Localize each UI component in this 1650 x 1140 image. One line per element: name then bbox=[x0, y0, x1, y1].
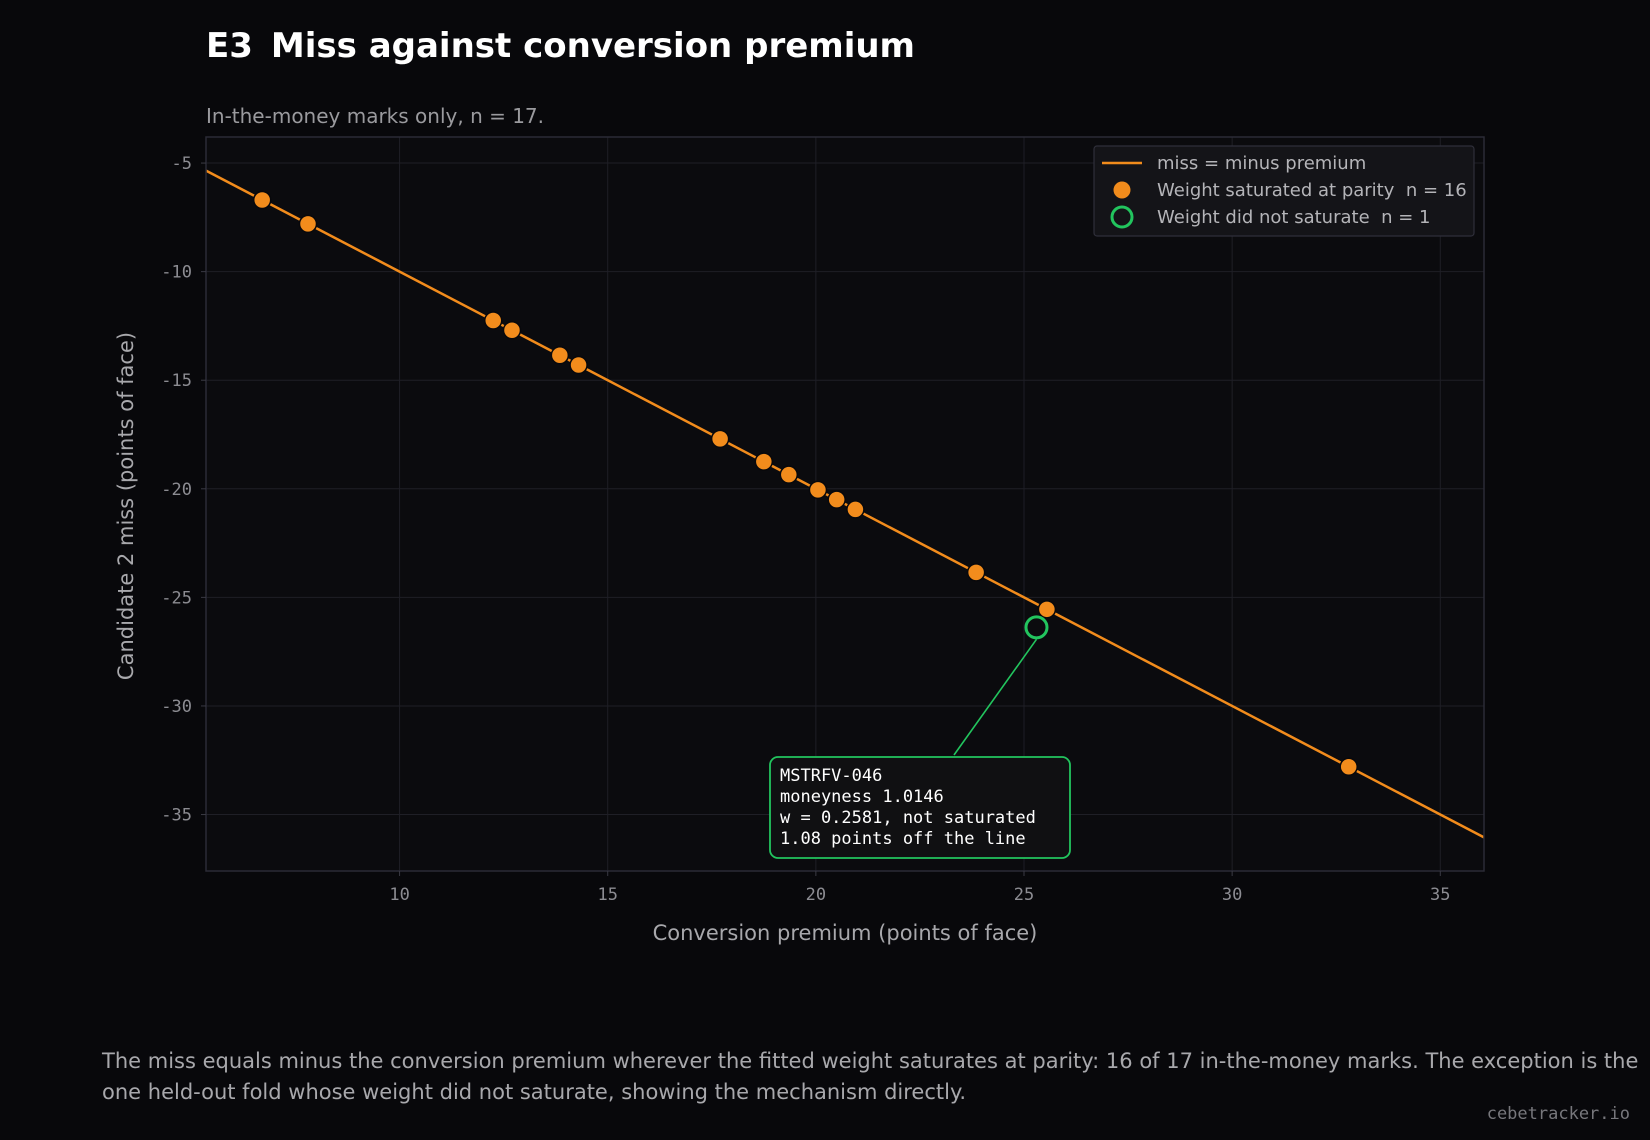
saturated-point bbox=[569, 355, 588, 375]
legend-filled-marker bbox=[1113, 181, 1131, 199]
legend-box bbox=[1093, 145, 1475, 237]
x-axis-label: Conversion premium (points of face) bbox=[653, 921, 1038, 945]
reference-line bbox=[205, 169, 1485, 839]
brand-watermark: cebetracker.io bbox=[1486, 1104, 1630, 1124]
saturated-point bbox=[846, 500, 865, 519]
y-axis-label: Candidate 2 miss (points of face) bbox=[114, 332, 138, 680]
x-tick-label: 15 bbox=[597, 885, 617, 905]
chart-subtitle: In-the-money marks only, n = 17. bbox=[206, 104, 545, 128]
x-tick-label: 35 bbox=[1430, 885, 1450, 905]
saturated-point bbox=[502, 321, 522, 340]
annotation-box bbox=[769, 756, 1071, 859]
y-tick-label: -25 bbox=[161, 588, 192, 608]
figure-title: Miss against conversion premium bbox=[270, 26, 915, 66]
saturated-point bbox=[779, 465, 799, 484]
not-saturated-point bbox=[1024, 615, 1049, 640]
figure-tag: E3 bbox=[206, 26, 253, 66]
x-tick-label: 25 bbox=[1014, 885, 1034, 905]
y-tick-label: -5 bbox=[172, 154, 192, 174]
legend: miss = minus premium Weight saturated at … bbox=[1093, 145, 1475, 237]
x-tick-label: 20 bbox=[806, 885, 826, 905]
chart-title: E3 Miss against conversion premium bbox=[206, 26, 915, 66]
saturated-point bbox=[550, 345, 570, 365]
tick-labels: 10 15 20 25 30 35 -5 -10 -15 -20 -25 -30 -35 bbox=[161, 154, 1450, 905]
data-points-layer bbox=[252, 190, 1358, 777]
saturated-point bbox=[808, 480, 828, 500]
legend-label: miss = minus premium bbox=[1157, 153, 1366, 174]
legend-label: Weight saturated at parity n = 16 bbox=[1157, 180, 1467, 201]
x-tick-label: 30 bbox=[1222, 885, 1242, 905]
x-tick-label: 10 bbox=[389, 885, 409, 905]
legend-label: Weight did not saturate n = 1 bbox=[1157, 207, 1430, 228]
y-tick-label: -20 bbox=[161, 480, 192, 500]
saturated-point bbox=[1339, 757, 1358, 777]
saturated-point bbox=[966, 563, 986, 582]
plot-frame bbox=[205, 136, 1485, 872]
y-tick-label: -30 bbox=[161, 697, 192, 717]
saturated-point bbox=[827, 490, 846, 509]
saturated-point bbox=[252, 190, 272, 210]
y-tick-label: -15 bbox=[161, 371, 192, 391]
saturated-point bbox=[710, 429, 730, 449]
legend-hollow-marker bbox=[1110, 205, 1134, 229]
saturated-point bbox=[298, 214, 318, 234]
scatter-chart: 10 15 20 25 30 35 -5 -10 -15 -20 -25 -30 -35 Convers… bbox=[114, 136, 1485, 945]
reference-line-layer bbox=[205, 169, 1485, 839]
saturated-point bbox=[483, 311, 503, 330]
y-tick-label: -10 bbox=[161, 263, 192, 283]
annotation-text-line: 1.08 points off the line bbox=[780, 829, 1026, 849]
y-tick-label: -35 bbox=[161, 806, 192, 826]
annotation-text-line: MSTRFV-046 bbox=[780, 766, 882, 786]
annotation-leader-line bbox=[953, 638, 1038, 756]
saturated-point bbox=[754, 452, 774, 471]
annotation-text-line: moneyness 1.0146 bbox=[780, 787, 944, 807]
figure-caption: The miss equals minus the conversion pre… bbox=[102, 1049, 1639, 1104]
saturated-point bbox=[1037, 600, 1057, 619]
annotation-text-line: w = 0.2581, not saturated bbox=[780, 808, 1036, 828]
